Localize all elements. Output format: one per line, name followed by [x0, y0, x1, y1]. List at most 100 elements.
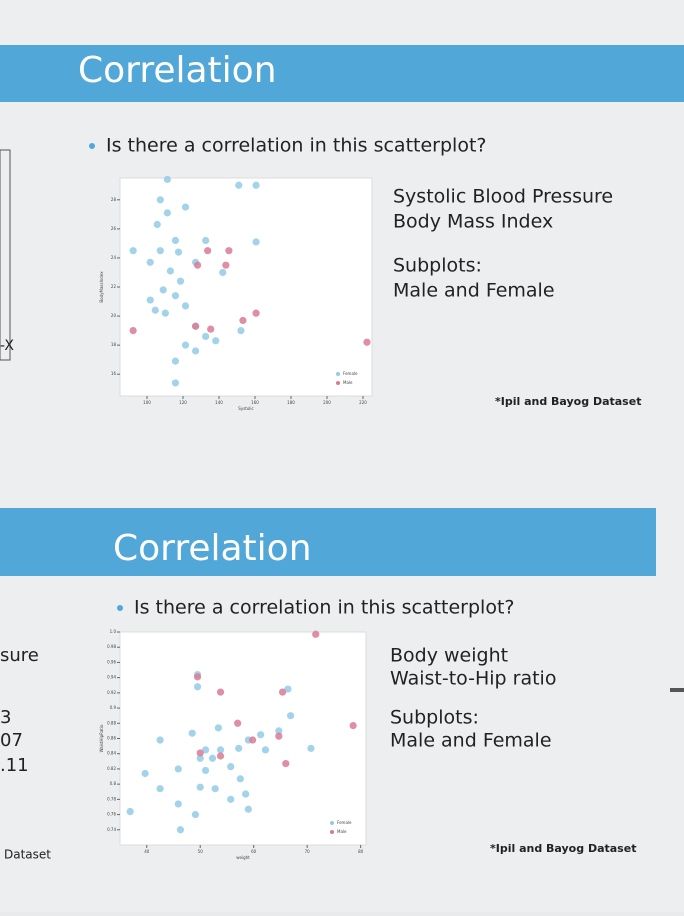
point [129, 327, 137, 335]
point [214, 724, 222, 732]
point [174, 248, 183, 256]
point [174, 765, 182, 773]
bullet-text: Is there a correlation in this scatterpl… [106, 135, 486, 157]
left-page-frame [0, 149, 11, 361]
x-tick-label: 120 [179, 400, 187, 405]
y-tick-label: 1.0 [110, 629, 117, 634]
point [196, 749, 204, 757]
y-tick-label: 0.96 [107, 659, 116, 664]
point [235, 181, 243, 189]
point [171, 292, 180, 300]
x-tick-label: 70 [305, 849, 311, 854]
point [216, 752, 225, 760]
y-tick-label: 0.94 [107, 675, 116, 680]
point [163, 175, 171, 184]
point [212, 337, 220, 345]
point [146, 296, 154, 304]
y-tick-label: 0.78 [107, 796, 116, 801]
legend-label: Male [343, 380, 353, 385]
description: Waist-to-Hip ratio [390, 668, 556, 690]
point [275, 727, 283, 735]
point [252, 181, 260, 189]
point [129, 247, 137, 255]
footnote: *Ipil and Bayog Dataset [490, 842, 636, 855]
point [161, 309, 169, 317]
point [249, 736, 257, 744]
point [163, 209, 171, 217]
description: Body Mass Index [393, 211, 553, 233]
slide-title: Correlation [113, 528, 312, 569]
legend-swatch [330, 821, 334, 825]
point [171, 379, 180, 387]
x-tick-label: 100 [143, 400, 151, 405]
point [201, 766, 210, 775]
y-tick-label: 24 [111, 255, 117, 260]
point [176, 826, 185, 834]
subplots-text: Male and Female [390, 730, 552, 752]
point [227, 763, 235, 771]
subplots-text: Male and Female [393, 280, 555, 302]
footnote: *Ipil and Bayog Dataset [495, 395, 641, 408]
x-axis-label: Systolic [238, 406, 253, 411]
x-tick-label: 40 [144, 849, 150, 854]
point [363, 338, 371, 346]
point [252, 238, 260, 246]
point [126, 807, 134, 816]
y-tick-label: 16 [111, 371, 117, 376]
y-tick-label: 18 [111, 342, 117, 347]
point [349, 721, 357, 730]
point [192, 347, 200, 355]
bullet-dot [89, 143, 95, 149]
cut-text: -X [0, 338, 14, 354]
point [151, 306, 159, 314]
x-tick-label: 200 [323, 400, 331, 405]
title-band [0, 45, 684, 102]
y-tick-label: 28 [111, 197, 117, 202]
edge-mark [670, 688, 684, 692]
y-tick-label: 0.88 [107, 720, 116, 725]
legend-swatch [336, 372, 340, 376]
point [235, 744, 243, 752]
point [219, 268, 227, 277]
legend-swatch [336, 381, 340, 385]
point [211, 785, 219, 793]
slide-title: Correlation [78, 50, 277, 91]
point [252, 309, 260, 317]
point [257, 731, 265, 739]
point [236, 775, 244, 783]
legend-label: Male [337, 829, 347, 834]
point [307, 744, 315, 752]
title-band [0, 508, 656, 576]
description: Systolic Blood Pressure [393, 186, 613, 208]
y-tick-label: 0.74 [107, 827, 116, 832]
point [141, 769, 149, 778]
y-axis-label: BodyMassIndex [99, 271, 104, 303]
cut-text: .11 [0, 755, 29, 776]
point [204, 247, 212, 255]
point [188, 729, 196, 737]
cut-text: 07 [0, 730, 23, 751]
point [181, 203, 190, 211]
cut-text: Dataset [4, 848, 51, 862]
point [153, 220, 161, 229]
point [159, 286, 167, 294]
point [171, 357, 180, 365]
x-tick-label: 220 [359, 400, 367, 405]
point [193, 673, 202, 681]
point [278, 688, 287, 696]
point [222, 261, 230, 269]
description: Body weight [390, 645, 508, 667]
bullet-text: Is there a correlation in this scatterpl… [134, 597, 514, 619]
legend-label: Female [343, 371, 358, 376]
point [286, 712, 295, 720]
x-tick-label: 60 [251, 849, 257, 854]
point [174, 800, 182, 808]
point [284, 685, 292, 693]
point [282, 760, 290, 768]
point [191, 810, 200, 819]
plot-area [119, 177, 373, 397]
y-tick-label: 0.98 [107, 644, 116, 649]
point [244, 805, 252, 813]
